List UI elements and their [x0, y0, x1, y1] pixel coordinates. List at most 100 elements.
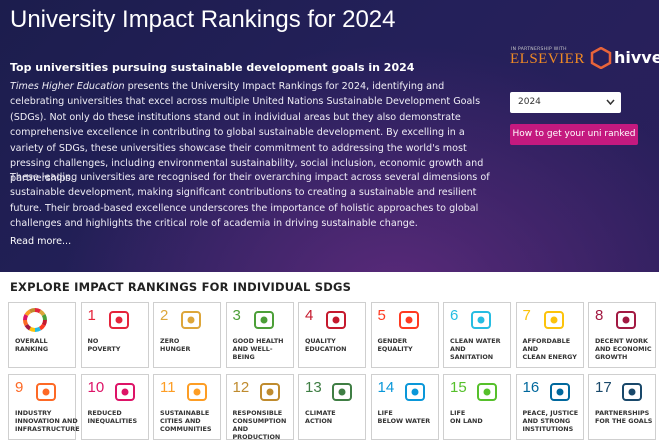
sdg-number: 11 — [160, 379, 176, 396]
icon-dot — [550, 316, 557, 324]
sdg-label: RESPONSIBLE CONSUMPTION AND PRODUCTION — [233, 409, 293, 441]
cta-button[interactable]: How to get your uni ranked — [510, 124, 638, 145]
sdg-tile[interactable]: 3 GOOD HEALTH AND WELL-BEING — [225, 302, 294, 368]
icon-dot — [115, 316, 122, 324]
icon-dot — [42, 388, 50, 396]
label-line: QUALITY — [305, 337, 336, 345]
sdg-tile[interactable]: 5 GENDER EQUALITY — [370, 302, 439, 368]
icon-shape — [471, 311, 491, 329]
icon-ring-segment — [34, 326, 41, 332]
sdg-number: 16 — [522, 379, 540, 396]
sdg-label: NO POVERTY — [88, 337, 121, 353]
icon-shape — [114, 383, 135, 401]
sdg-icon — [253, 311, 274, 329]
sdg-label: QUALITY EDUCATION — [305, 337, 347, 353]
sdg-tile[interactable]: 11 SUSTAINABLE CITIES AND COMMUNITIES — [153, 374, 221, 440]
sdg-number: 7 — [522, 307, 531, 324]
sdg-tile[interactable]: 17 PARTNERSHIPS FOR THE GOALS — [588, 374, 656, 440]
icon-dot — [121, 388, 128, 396]
sdg-tile[interactable]: 16 PEACE, JUSTICE AND STRONG INSTITUTIONS — [515, 374, 584, 440]
label-line: INFRASTRUCTURE — [15, 425, 80, 433]
label-line: ON LAND — [450, 417, 483, 425]
label-line: SUSTAINABLE — [160, 409, 210, 417]
label-line: BELOW WATER — [377, 417, 431, 425]
sdg-tile[interactable]: 10 REDUCED INEQUALITIES — [80, 374, 149, 440]
icon-dot — [338, 388, 346, 396]
icon-shape — [398, 311, 419, 329]
sdg-number: 12 — [232, 379, 250, 396]
label-line: EQUALITY — [377, 345, 413, 353]
label-line: ZERO — [160, 337, 180, 345]
icon-shape — [253, 311, 274, 329]
sdg-tile[interactable]: 14 LIFE BELOW WATER — [370, 374, 439, 440]
sdg-icon — [36, 383, 56, 401]
label-line: POVERTY — [87, 345, 121, 353]
sdg-number: 8 — [595, 307, 604, 324]
sdg-number: 4 — [305, 307, 314, 324]
sdg-tile[interactable]: OVERALL RANKING — [8, 302, 76, 368]
sdg-label: CLIMATE ACTION — [305, 409, 336, 425]
icon-dot — [405, 316, 412, 324]
hero-banner: University Impact Rankings for 2024 Top … — [0, 0, 659, 272]
read-more-link[interactable]: Read more... — [10, 236, 72, 247]
icon-ring-segment — [38, 323, 46, 331]
label-line: LIFE — [450, 409, 466, 417]
sdg-tile[interactable]: 12 RESPONSIBLE CONSUMPTION AND PRODUCTION — [225, 374, 294, 441]
label-line: INNOVATION AND — [15, 417, 78, 425]
label-line: COMMUNITIES — [160, 425, 212, 433]
year-select[interactable]: 2024 — [510, 92, 621, 113]
icon-dot — [187, 316, 195, 324]
icon-ring-segment — [34, 308, 41, 314]
label-line: HUNGER — [160, 345, 191, 353]
label-line: NO — [87, 337, 99, 345]
icon-shape — [332, 383, 352, 401]
sdg-tile[interactable]: 9 INDUSTRY INNOVATION AND INFRASTRUCTURE — [8, 374, 80, 440]
label-line: INSTITUTIONS — [522, 425, 574, 433]
icon-shape — [259, 383, 280, 401]
icon-shape — [543, 311, 564, 329]
icon-ring-segment — [23, 319, 29, 326]
sdg-number: 13 — [305, 379, 322, 396]
label-line: GOOD HEALTH — [232, 337, 284, 345]
select-value: 2024 — [518, 97, 541, 107]
label-line: RANKING — [15, 345, 49, 353]
sdg-icon — [326, 311, 346, 329]
sdg-label: DECENT WORK AND ECONOMIC GROWTH — [595, 337, 652, 361]
icon-dot — [622, 316, 630, 324]
sdg-tile[interactable]: 1 NO POVERTY — [80, 302, 149, 368]
sdg-tile[interactable]: 6 CLEAN WATER AND SANITATION — [443, 302, 511, 368]
sdg-tile[interactable]: 8 DECENT WORK AND ECONOMIC GROWTH — [588, 302, 656, 368]
icon-dot — [477, 316, 485, 324]
sdg-label: CLEAN WATER AND SANITATION — [450, 337, 510, 361]
sdg-tile[interactable]: 2 ZERO HUNGER — [153, 302, 221, 368]
sdg-number: 5 — [377, 307, 386, 324]
sdg-icon — [616, 311, 636, 329]
icon-dot — [483, 388, 491, 396]
sdg-tile[interactable]: 7 AFFORDABLE AND CLEAN ENERGY — [515, 302, 584, 368]
sdg-label: PARTNERSHIPS FOR THE GOALS — [595, 409, 652, 425]
icon-dot — [260, 316, 267, 324]
sdg-number: 14 — [377, 379, 395, 396]
label-line: CITIES AND — [160, 417, 201, 425]
icon-dot — [411, 388, 418, 396]
label-line: CONSUMPTION — [232, 417, 287, 425]
sdg-icon — [543, 311, 564, 329]
sdg-number: 9 — [15, 379, 24, 396]
icon-ring-segment — [41, 314, 47, 321]
sdg-icon — [187, 383, 207, 401]
sdg-number: 1 — [87, 307, 96, 324]
label-line: PEACE, JUSTICE — [522, 409, 579, 417]
sdg-label: GENDER EQUALITY — [378, 337, 413, 353]
sdg-tile[interactable]: 4 QUALITY EDUCATION — [298, 302, 366, 368]
icon-ring-segment — [29, 308, 36, 314]
icon-shape — [622, 383, 642, 401]
sdg-tile[interactable]: 13 CLIMATE ACTION — [298, 374, 366, 440]
sdg-number: 10 — [87, 379, 105, 396]
icon-dot — [628, 388, 636, 396]
section-title: EXPLORE IMPACT RANKINGS FOR INDIVIDUAL S… — [10, 280, 352, 294]
icon-shape — [36, 383, 56, 401]
sdg-tile[interactable]: 15 LIFE ON LAND — [443, 374, 511, 440]
sdg-label: AFFORDABLE AND CLEAN ENERGY — [523, 337, 583, 361]
icon-shape — [181, 311, 201, 329]
icon-shape — [326, 311, 346, 329]
